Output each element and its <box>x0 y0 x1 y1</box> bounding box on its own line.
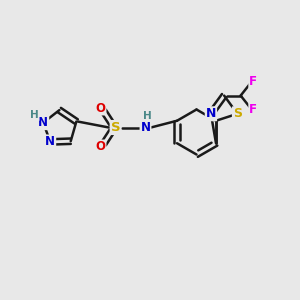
Text: O: O <box>95 101 106 115</box>
Text: N: N <box>38 116 48 129</box>
Text: S: S <box>233 107 242 120</box>
Text: H: H <box>142 111 152 121</box>
Text: N: N <box>206 107 216 120</box>
Text: F: F <box>249 75 257 88</box>
Text: N: N <box>45 135 55 148</box>
Text: F: F <box>249 103 257 116</box>
Text: S: S <box>111 121 120 134</box>
Text: H: H <box>30 110 39 120</box>
Text: N: N <box>140 121 151 134</box>
Text: O: O <box>95 140 106 154</box>
